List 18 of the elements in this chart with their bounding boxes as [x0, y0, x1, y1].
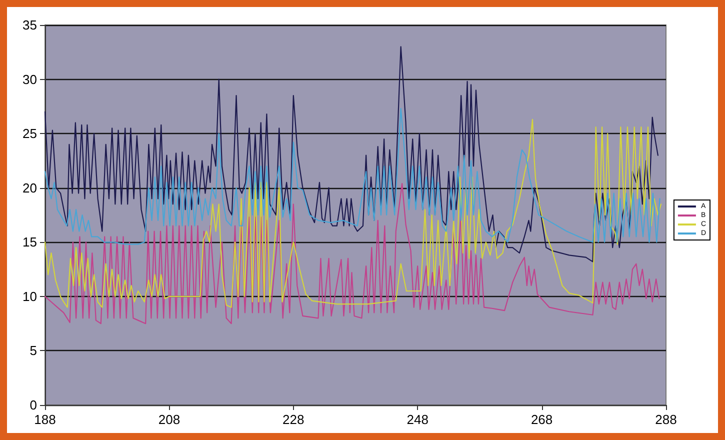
y-tick-label: 10	[22, 288, 37, 304]
x-tick-label: 288	[655, 412, 677, 427]
x-tick-label: 208	[158, 412, 180, 427]
y-tick-label: 5	[30, 343, 37, 358]
line-series	[44, 46, 658, 262]
line-series	[44, 182, 660, 324]
x-tick-label: 268	[530, 412, 553, 427]
line-series	[44, 108, 660, 245]
y-tick-label: 35	[22, 18, 37, 32]
y-tick-label: 0	[30, 398, 37, 412]
y-tick-label: 30	[22, 72, 37, 87]
x-tick-label: 228	[282, 412, 304, 427]
y-tick-label: 20	[22, 180, 37, 196]
x-tick-label: 188	[34, 412, 56, 427]
y-tick-label: 15	[22, 234, 37, 250]
x-tick-label: 248	[406, 412, 428, 427]
line-series	[44, 118, 662, 308]
y-tick-label: 25	[22, 126, 37, 142]
